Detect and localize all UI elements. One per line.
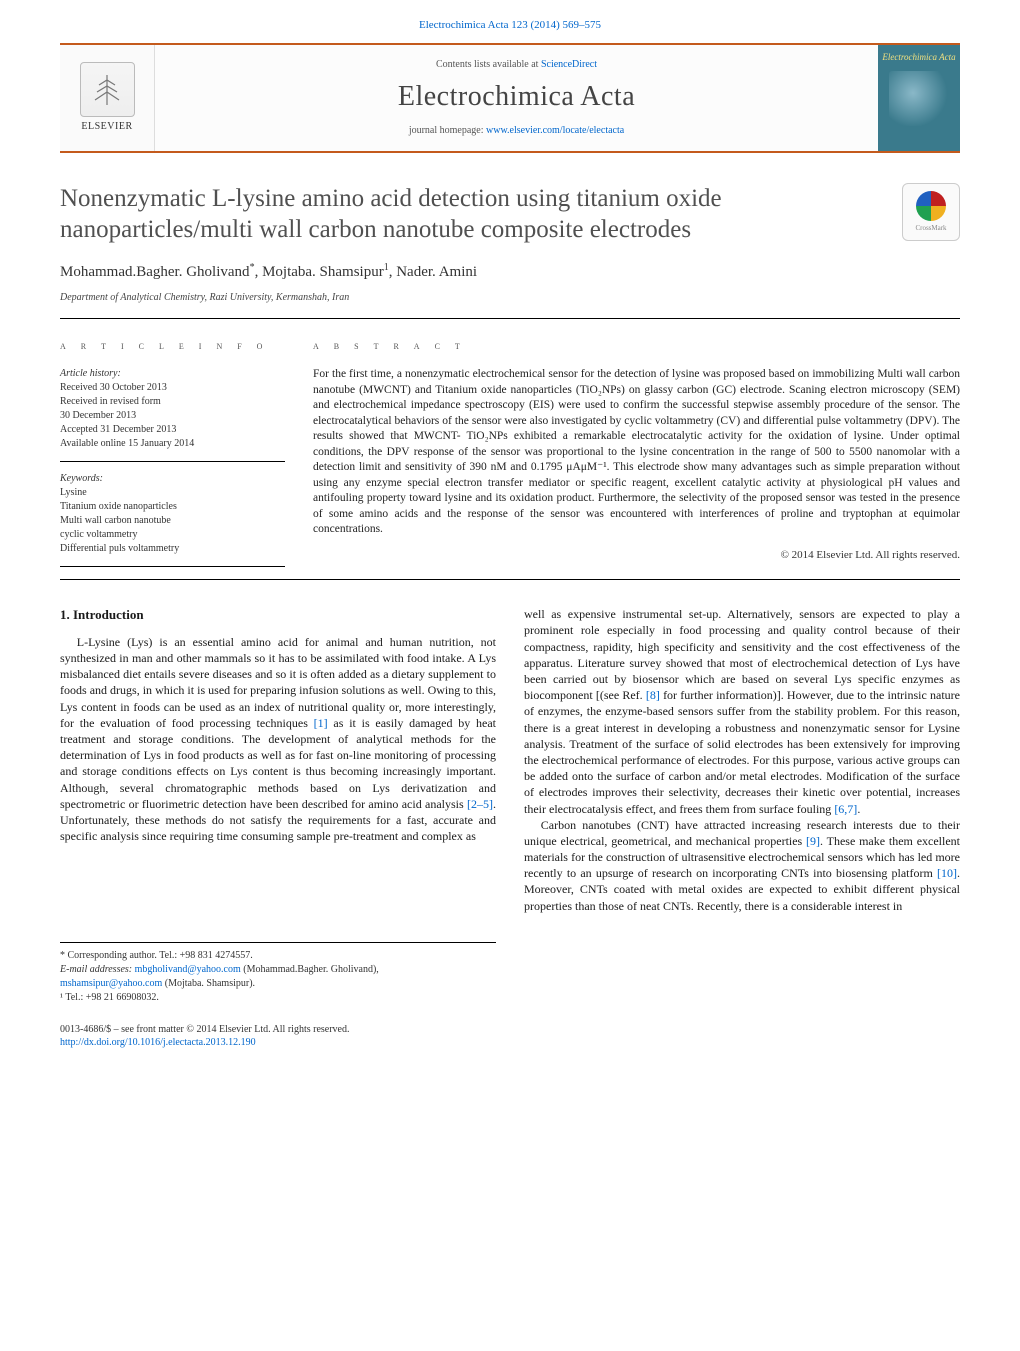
journal-cover-thumbnail[interactable]: Electrochimica Acta — [878, 45, 960, 151]
authors-line: Mohammad.Bagher. Gholivand*, Mojtaba. Sh… — [60, 261, 960, 282]
journal-name: Electrochimica Acta — [398, 78, 635, 116]
info-abstract-row: a r t i c l e i n f o Article history: R… — [60, 337, 960, 567]
article-info-column: a r t i c l e i n f o Article history: R… — [60, 337, 285, 567]
paragraph: Carbon nanotubes (CNT) have attracted in… — [524, 817, 960, 914]
history-line: 30 December 2013 — [60, 409, 285, 423]
homepage-line: journal homepage: www.elsevier.com/locat… — [409, 124, 624, 138]
elsevier-label: ELSEVIER — [81, 120, 132, 134]
divider — [60, 579, 960, 580]
citation-link[interactable]: [8] — [646, 688, 660, 702]
email-link[interactable]: mshamsipur@yahoo.com — [60, 978, 162, 989]
doi-link[interactable]: http://dx.doi.org/10.1016/j.electacta.20… — [60, 1037, 256, 1048]
footnote-tel: ¹ Tel.: +98 21 66908032. — [60, 991, 496, 1005]
author-2: Mojtaba. Shamsipur — [262, 264, 384, 280]
footnotes-row: * Corresponding author. Tel.: +98 831 42… — [60, 942, 960, 1005]
history-line: Received in revised form — [60, 395, 285, 409]
keywords-header: Keywords: — [60, 472, 285, 486]
article-header: CrossMark Nonenzymatic L-lysine amino ac… — [60, 183, 960, 304]
cover-image-icon — [889, 71, 949, 126]
text: . — [857, 802, 860, 816]
abstract-label: a b s t r a c t — [313, 337, 960, 353]
keyword: cyclic voltammetry — [60, 528, 285, 542]
copyright-line: © 2014 Elsevier Ltd. All rights reserved… — [313, 548, 960, 563]
banner-center: Contents lists available at ScienceDirec… — [155, 45, 878, 151]
contents-line: Contents lists available at ScienceDirec… — [436, 58, 597, 72]
article-title: Nonenzymatic L-lysine amino acid detecti… — [60, 183, 960, 246]
contents-prefix: Contents lists available at — [436, 59, 541, 70]
keyword: Lysine — [60, 486, 285, 500]
citation-link[interactable]: [1] — [314, 716, 328, 730]
corresponding-author: * Corresponding author. Tel.: +98 831 42… — [60, 949, 496, 963]
email-name: (Mohammad.Bagher. Gholivand), — [241, 964, 379, 975]
footnotes-spacer — [524, 942, 960, 1005]
crossmark-icon — [916, 191, 946, 221]
history-line: Available online 15 January 2014 — [60, 437, 285, 451]
crossmark-label: CrossMark — [915, 224, 946, 233]
homepage-prefix: journal homepage: — [409, 125, 486, 136]
body-columns: 1. Introduction L-Lysine (Lys) is an ess… — [60, 606, 960, 914]
crossmark-badge[interactable]: CrossMark — [902, 183, 960, 241]
sciencedirect-link[interactable]: ScienceDirect — [541, 59, 597, 70]
citation-link[interactable]: [2–5] — [467, 797, 493, 811]
email-label: E-mail addresses: — [60, 964, 135, 975]
elsevier-tree-icon — [80, 62, 135, 117]
journal-banner: ELSEVIER Contents lists available at Sci… — [60, 43, 960, 153]
keyword: Differential puls voltammetry — [60, 542, 285, 556]
section-heading-intro: 1. Introduction — [60, 606, 496, 624]
column-left: 1. Introduction L-Lysine (Lys) is an ess… — [60, 606, 496, 914]
text: as it is easily damaged by heat treatmen… — [60, 716, 496, 811]
bottom-bar: 0013-4686/$ – see front matter © 2014 El… — [60, 1023, 960, 1050]
history-line: Received 30 October 2013 — [60, 381, 285, 395]
history-line: Accepted 31 December 2013 — [60, 423, 285, 437]
homepage-link[interactable]: www.elsevier.com/locate/electacta — [486, 125, 624, 136]
issn-line: 0013-4686/$ – see front matter © 2014 El… — [60, 1023, 960, 1037]
article-history: Article history: Received 30 October 201… — [60, 367, 285, 462]
paragraph: L-Lysine (Lys) is an essential amino aci… — [60, 634, 496, 844]
keyword: Titanium oxide nanoparticles — [60, 500, 285, 514]
author-1: Mohammad.Bagher. Gholivand — [60, 264, 250, 280]
email-name: (Mojtaba. Shamsipur). — [162, 978, 255, 989]
citation-link[interactable]: [9] — [806, 834, 820, 848]
elsevier-logo[interactable]: ELSEVIER — [60, 45, 155, 151]
article-info-label: a r t i c l e i n f o — [60, 337, 285, 353]
abstract-column: a b s t r a c t For the first time, a no… — [313, 337, 960, 567]
divider — [60, 318, 960, 319]
cover-title: Electrochimica Acta — [882, 51, 955, 63]
keywords: Keywords: Lysine Titanium oxide nanopart… — [60, 472, 285, 567]
paragraph: well as expensive instrumental set-up. A… — [524, 606, 960, 816]
citation-link[interactable]: [10] — [937, 866, 957, 880]
affiliation: Department of Analytical Chemistry, Razi… — [60, 291, 960, 305]
email-line: E-mail addresses: mbgholivand@yahoo.com … — [60, 963, 496, 991]
journal-reference-link[interactable]: Electrochimica Acta 123 (2014) 569–575 — [419, 19, 601, 31]
email-link[interactable]: mbgholivand@yahoo.com — [135, 964, 241, 975]
history-header: Article history: — [60, 367, 285, 381]
keyword: Multi wall carbon nanotube — [60, 514, 285, 528]
abstract-text: For the first time, a nonenzymatic elect… — [313, 367, 960, 538]
sep: , — [255, 264, 263, 280]
text: for further information)]. However, due … — [524, 688, 960, 815]
journal-reference: Electrochimica Acta 123 (2014) 569–575 — [0, 0, 1020, 43]
author-3: Nader. Amini — [396, 264, 477, 280]
column-right: well as expensive instrumental set-up. A… — [524, 606, 960, 914]
citation-link[interactable]: [6,7] — [834, 802, 857, 816]
footnotes: * Corresponding author. Tel.: +98 831 42… — [60, 942, 496, 1005]
